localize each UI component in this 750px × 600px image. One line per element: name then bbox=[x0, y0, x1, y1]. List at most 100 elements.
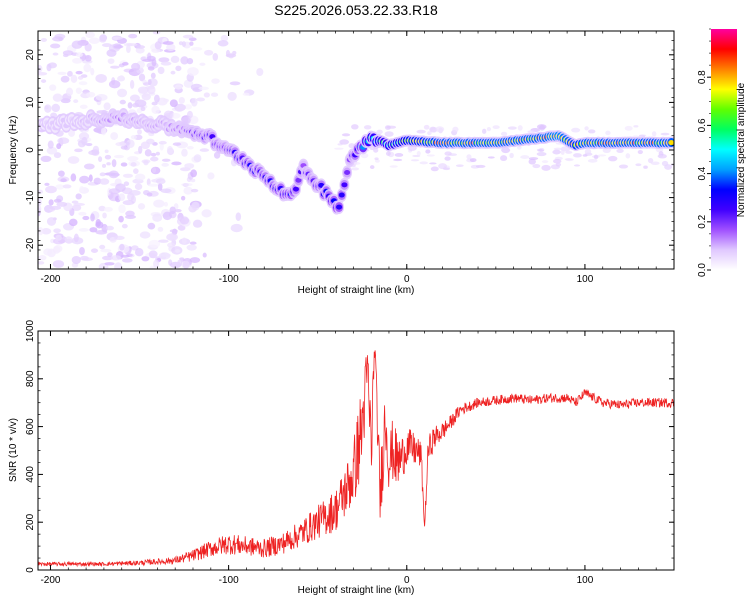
spectrogram-noise-blob bbox=[376, 129, 383, 135]
spectrogram-noise-blob bbox=[117, 88, 128, 98]
spectrogram-noise-blob bbox=[394, 153, 404, 157]
spectrogram-noise-blob bbox=[147, 85, 156, 95]
spectrogram-noise-blob bbox=[139, 231, 151, 239]
spectrogram-noise-blob bbox=[115, 142, 127, 147]
spectrogram-noise-blob bbox=[47, 62, 57, 69]
spectrogram-noise-blob bbox=[151, 48, 161, 53]
spectrogram-noise-blob bbox=[101, 43, 112, 48]
spectrogram-noise-blob bbox=[528, 157, 539, 160]
spectrogram-noise-blob bbox=[169, 99, 178, 108]
spectrogram-noise-blob bbox=[77, 75, 84, 80]
spectrogram-noise-blob bbox=[637, 149, 643, 155]
spectrogram-noise-blob bbox=[88, 37, 100, 45]
spectrogram-noise-blob bbox=[170, 70, 176, 75]
spectrogram-noise-blob bbox=[182, 34, 194, 39]
spectrogram-noise-blob bbox=[181, 148, 188, 157]
spectrogram-noise-blob bbox=[134, 248, 144, 257]
spectrogram-noise-blob bbox=[106, 225, 114, 231]
spectrogram-noise-blob bbox=[102, 212, 107, 219]
snr-background bbox=[38, 331, 674, 570]
spectrogram-noise-blob bbox=[430, 166, 439, 172]
spectrogram-noise-blob bbox=[108, 170, 119, 179]
spectrogram-noise-blob bbox=[157, 183, 163, 191]
spectrogram-track-core bbox=[344, 170, 351, 176]
spectrogram-noise-blob bbox=[162, 211, 172, 221]
spectrogram-ytick-label: -20 bbox=[25, 238, 36, 253]
spectrogram-noise-blob bbox=[190, 169, 197, 178]
spectrogram-noise-blob bbox=[163, 201, 169, 207]
spectrogram-noise-blob bbox=[146, 192, 153, 197]
spectrogram-noise-blob bbox=[125, 210, 135, 217]
spectrogram-ytick-label: 0 bbox=[25, 147, 36, 153]
spectrogram-ytick-label: 10 bbox=[25, 96, 36, 108]
spectrogram-noise-blob bbox=[66, 87, 74, 97]
spectrogram-noise-blob bbox=[492, 125, 500, 129]
spectrogram-noise-blob bbox=[73, 202, 85, 206]
spectrogram-noise-blob bbox=[75, 52, 83, 58]
spectrogram-noise-blob bbox=[88, 174, 93, 182]
spectrogram-noise-blob bbox=[573, 153, 582, 158]
spectrogram-noise-blob bbox=[95, 221, 104, 229]
spectrogram-noise-blob bbox=[107, 252, 113, 257]
spectrogram-noise-blob bbox=[50, 43, 61, 49]
spectrogram-noise-blob bbox=[119, 243, 125, 251]
spectrogram-noise-blob bbox=[351, 167, 360, 171]
spectrogram-noise-blob bbox=[83, 63, 92, 73]
spectrogram-noise-blob bbox=[537, 149, 544, 152]
spectrogram-noise-blob bbox=[100, 248, 112, 253]
spectrogram-noise-blob bbox=[541, 160, 549, 164]
spectrogram-noise-blob bbox=[99, 178, 110, 185]
spectrogram-noise-blob bbox=[651, 131, 657, 137]
spectrogram-noise-blob bbox=[89, 227, 98, 233]
spectrogram-noise-blob bbox=[166, 145, 173, 155]
spectrogram-noise-blob bbox=[72, 57, 83, 64]
spectrogram-noise-blob bbox=[120, 145, 128, 150]
snr-ytick-label: 800 bbox=[25, 370, 36, 387]
spectrogram-noise-blob bbox=[393, 158, 403, 162]
spectrogram-noise-blob bbox=[136, 45, 146, 49]
spectrogram-noise-blob bbox=[123, 181, 130, 186]
spectrogram-noise-blob bbox=[44, 104, 52, 113]
spectrogram-noise-blob bbox=[190, 188, 199, 193]
spectrogram-noise-blob bbox=[60, 75, 70, 83]
spectrogram-noise-blob bbox=[565, 150, 573, 154]
spectrogram-noise-blob bbox=[119, 75, 124, 80]
spectrogram-noise-blob bbox=[170, 55, 180, 63]
spectrogram-track-core bbox=[295, 177, 302, 183]
spectrogram-ytick-label: 20 bbox=[25, 49, 36, 61]
spectrogram-noise-blob bbox=[605, 130, 611, 136]
spectrogram-noise-blob bbox=[183, 186, 193, 195]
spectrogram-noise-blob bbox=[429, 162, 437, 165]
spectrogram-noise-blob bbox=[95, 93, 108, 101]
spectrogram-noise-blob bbox=[118, 204, 126, 214]
spectrogram-noise-blob bbox=[155, 178, 166, 185]
spectrogram-noise-blob bbox=[435, 126, 445, 133]
spectrogram-noise-blob bbox=[120, 162, 128, 167]
spectrogram-noise-blob bbox=[584, 148, 592, 155]
spectrogram-noise-blob bbox=[79, 104, 88, 109]
spectrogram-noise-blob bbox=[140, 106, 146, 112]
spectrogram-noise-blob bbox=[552, 149, 561, 155]
spectrogram-noise-blob bbox=[363, 125, 372, 130]
spectrogram-noise-blob bbox=[193, 154, 202, 163]
spectrogram-noise-blob bbox=[38, 255, 47, 261]
spectrogram-noise-blob bbox=[57, 71, 67, 76]
chart-title: S225.2026.053.22.33.R18 bbox=[274, 2, 438, 18]
spectrogram-noise-blob bbox=[102, 255, 114, 261]
spectrogram-noise-blob bbox=[62, 53, 69, 58]
spectrogram-noise-blob bbox=[71, 255, 81, 265]
spectrogram-noise-blob bbox=[186, 244, 197, 251]
spectrogram-noise-blob bbox=[520, 155, 530, 159]
spectrogram-noise-blob bbox=[143, 82, 150, 86]
spectrogram-noise-blob bbox=[40, 155, 52, 163]
spectrogram-noise-blob bbox=[52, 52, 59, 56]
spectrogram-noise-blob bbox=[166, 233, 178, 241]
spectrogram-noise-blob bbox=[40, 37, 47, 42]
spectrogram-noise-blob bbox=[130, 135, 138, 140]
spectrogram-noise-blob bbox=[182, 260, 190, 269]
spectrogram-noise-blob bbox=[161, 158, 171, 162]
spectrogram-noise-blob bbox=[191, 97, 198, 107]
